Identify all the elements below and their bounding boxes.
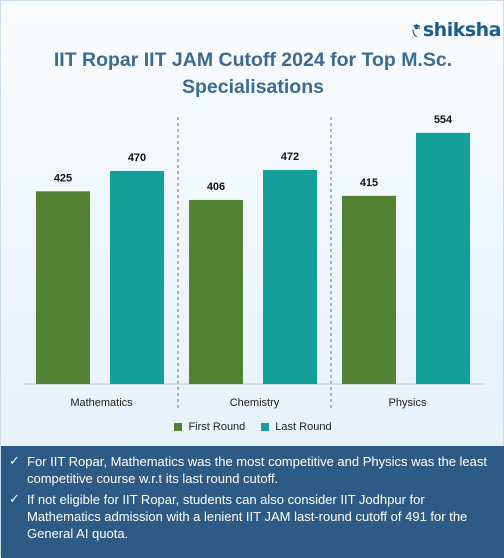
bar-last-round bbox=[416, 132, 470, 384]
chart-legend: First Round Last Round bbox=[1, 421, 504, 433]
brand-name: shiksha bbox=[422, 19, 502, 41]
data-label: 425 bbox=[54, 172, 72, 184]
note-text: If not eligible for IIT Ropar, students … bbox=[27, 492, 468, 541]
checkmark-icon: ✓ bbox=[9, 454, 20, 469]
notes-panel: ✓ For IIT Ropar, Mathematics was the mos… bbox=[1, 446, 504, 558]
legend-label-first-round: First Round bbox=[188, 421, 246, 433]
legend-item-last-round: Last Round bbox=[261, 421, 332, 433]
brand-logo[interactable]: shiksha bbox=[411, 13, 502, 47]
chart-title: IIT Ropar IIT JAM Cutoff 2024 for Top M.… bbox=[53, 49, 453, 98]
data-label: 406 bbox=[207, 181, 225, 193]
category-label: Chemistry bbox=[230, 397, 280, 409]
bar-chart: 425 470 Mathematics 406 472 Chemistry 415 554 Ph… bbox=[25, 114, 484, 411]
legend-swatch-first-round bbox=[174, 423, 183, 431]
data-label: 472 bbox=[281, 151, 299, 163]
data-label: 415 bbox=[360, 177, 378, 189]
legend-label-last-round: Last Round bbox=[275, 421, 332, 433]
bar-first-round bbox=[36, 191, 90, 384]
note-text: For IIT Ropar, Mathematics was the most … bbox=[27, 454, 488, 486]
legend-swatch-last-round bbox=[261, 423, 270, 431]
graduation-cap-icon bbox=[412, 24, 421, 38]
bar-first-round bbox=[189, 199, 243, 384]
checkmark-icon: ✓ bbox=[9, 492, 20, 507]
data-label: 554 bbox=[434, 114, 453, 126]
bar-last-round bbox=[110, 170, 164, 384]
note-item: ✓ If not eligible for IIT Ropar, student… bbox=[9, 491, 495, 542]
category-label: Physics bbox=[389, 397, 427, 409]
bar-first-round bbox=[342, 195, 396, 384]
note-item: ✓ For IIT Ropar, Mathematics was the mos… bbox=[9, 453, 495, 487]
data-label: 470 bbox=[128, 152, 146, 164]
bar-last-round bbox=[263, 170, 317, 384]
category-label: Mathematics bbox=[70, 397, 133, 409]
legend-item-first-round: First Round bbox=[174, 421, 245, 433]
